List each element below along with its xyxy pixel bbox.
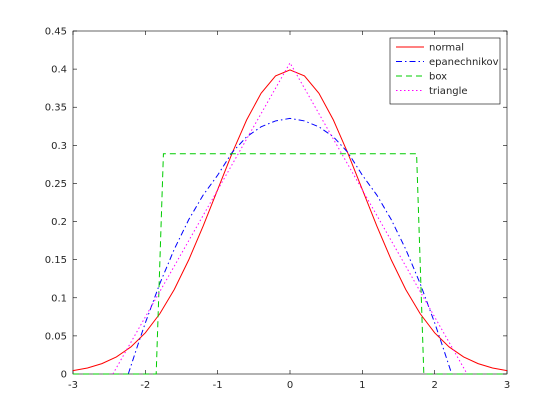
x-tick-label: 3	[504, 380, 510, 391]
series-line-normal	[72, 69, 508, 372]
legend-box	[389, 37, 501, 105]
x-tick-label: 2	[431, 380, 437, 391]
series-line-triangle	[112, 61, 468, 375]
legend-label-triangle: triangle	[429, 86, 468, 97]
legend-label-epanechnikov: epanechnikov	[429, 57, 499, 68]
y-tick-label: 0.4	[51, 65, 67, 76]
series-line-box	[73, 153, 507, 375]
y-tick-label: 0	[61, 370, 67, 381]
y-tick-label: 0.05	[45, 331, 67, 342]
series-layer	[72, 61, 508, 375]
y-tick-label: 0.2	[51, 217, 67, 228]
x-tick-label: -2	[140, 380, 150, 391]
x-tick-label: 1	[359, 380, 365, 391]
x-tick-label: 0	[287, 380, 293, 391]
legend: normal epanechnikov box triangle	[389, 37, 501, 105]
series-line-epanechnikov	[127, 117, 453, 375]
legend-label-normal: normal	[429, 43, 464, 54]
y-tick-label: 0.35	[45, 103, 67, 114]
legend-label-box: box	[429, 72, 447, 83]
y-tick-label: 0.1	[51, 293, 67, 304]
x-tick-label: -3	[68, 380, 78, 391]
x-tick-label: -1	[213, 380, 223, 391]
axis-ticks: -3 -2 -1 0 1 2 3 0 0.05 0.1 0.15 0.2 0.25 0.3 0.35 0.4 0…	[45, 27, 510, 392]
y-tick-label: 0.25	[45, 179, 67, 190]
y-tick-label: 0.45	[45, 27, 67, 38]
y-tick-label: 0.3	[51, 141, 67, 152]
y-tick-label: 0.15	[45, 255, 67, 266]
